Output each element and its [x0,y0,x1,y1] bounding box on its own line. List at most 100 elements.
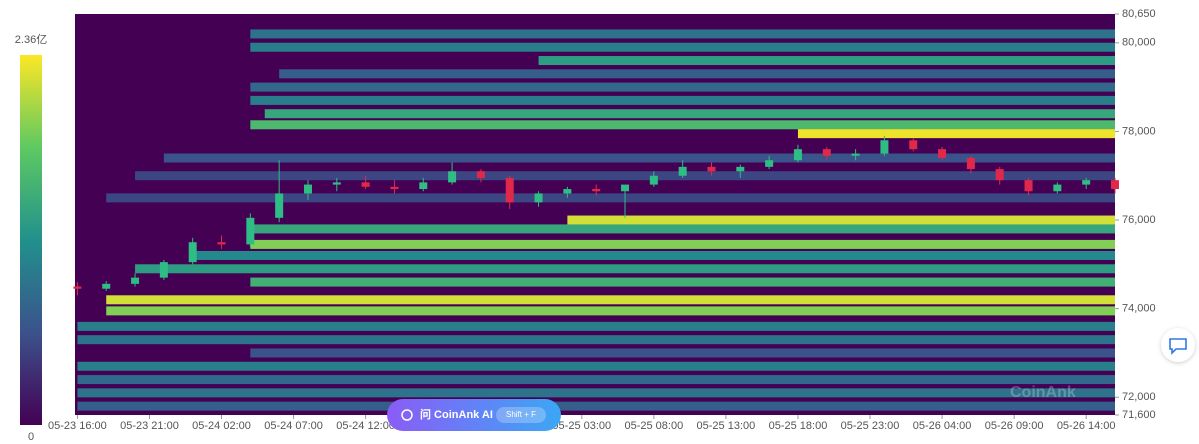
x-tick-label: 05-23 21:00 [120,420,179,432]
candle-body [649,175,658,185]
candle-body [131,277,140,284]
heat-band [567,215,1115,225]
candle-body [736,166,745,172]
candle-body [159,262,168,278]
candles [73,135,1119,296]
x-tick-label: 05-24 07:00 [264,420,323,432]
x-tick-label: 05-24 02:00 [192,420,251,432]
candle-body [1024,180,1033,192]
candle-body [534,193,543,203]
heat-band [135,264,1115,274]
heat-band [77,361,1115,371]
x-tick-label: 05-26 09:00 [985,420,1044,432]
candle-body [938,149,947,159]
candle-body [851,153,860,156]
candle-body [822,149,831,156]
candle-body [390,186,399,190]
y-tick-label: 76,000 [1122,214,1156,226]
heatmap [77,29,1116,411]
heat-band [250,224,1116,234]
chat-button[interactable] [1161,328,1195,362]
candle-body [909,140,918,150]
colorbar [20,55,42,425]
ai-button-bg[interactable] [387,399,561,431]
heat-band [106,295,1116,305]
heat-band [77,401,1115,411]
y-tick-label: 78,000 [1122,125,1156,137]
heat-band [279,69,1115,79]
candle-body [476,171,485,178]
candle-body [966,158,975,170]
heat-band [77,388,1115,398]
candle-body [448,171,457,183]
x-tick-label: 05-25 13:00 [697,420,756,432]
y-tick-label: 71,600 [1122,409,1156,421]
candle-body [765,160,774,167]
y-tick-label: 80,000 [1122,37,1156,49]
shortcut-label: Shift + F [506,410,536,419]
x-tick-label: 05-25 03:00 [552,420,611,432]
x-tick-label: 05-25 08:00 [624,420,683,432]
candle-body [592,189,601,192]
heat-band [77,335,1115,345]
candle-body [303,184,312,194]
colorbar-label: 0 [28,431,34,443]
candle-body [563,189,572,194]
heat-band [250,348,1116,358]
x-tick-label: 05-26 04:00 [913,420,972,432]
chat-button-bg[interactable] [1161,328,1195,362]
x-tick-label: 05-23 16:00 [48,420,107,432]
ai-button[interactable]: 问 CoinAnk AI Shift + F [387,399,561,431]
candle-body [793,149,802,161]
heat-band [250,95,1116,105]
candle-body [1111,180,1119,190]
x-tick-label: 05-26 14:00 [1057,420,1116,432]
candle-body [102,283,111,289]
candle-body [361,182,370,187]
heat-band [250,82,1116,92]
heat-band [250,277,1116,287]
heat-band [250,42,1116,52]
ai-icon [401,409,413,421]
y-tick-label: 74,000 [1122,303,1156,315]
candle-body [419,182,428,190]
heat-band [538,56,1115,66]
heat-band [106,306,1116,316]
y-tick-label: 72,000 [1122,391,1156,403]
heat-band [250,29,1116,39]
candle-body [73,286,82,289]
candle-body [880,140,889,154]
watermark: CoinAnk [1010,384,1076,401]
candle-body [332,182,341,185]
chat-icon [1169,338,1187,355]
x-tick-label: 05-24 12:00 [336,420,395,432]
shortcut-pill [496,407,546,423]
heat-band [264,109,1115,119]
heat-band [77,375,1115,385]
ai-button-label[interactable]: 问 CoinAnk AI [420,407,493,421]
colorbar-label: 2.36亿 [15,33,47,46]
candle-body [505,177,514,203]
heat-band [250,120,1116,130]
candle-body [621,184,630,192]
candle-body [246,217,255,245]
heat-band [250,239,1116,249]
candle-body [707,166,716,172]
heat-band [77,321,1115,331]
y-tick-label: 80,650 [1122,8,1156,20]
x-tick-label: 05-25 23:00 [841,420,900,432]
heat-band [163,153,1116,163]
candle-body [995,169,1004,181]
candle-body [217,242,226,245]
candle-body [275,193,284,218]
x-tick-label: 05-25 18:00 [769,420,828,432]
candle-body [678,166,687,176]
candle-body [1053,184,1062,192]
candle-body [188,242,197,263]
heat-band [192,250,1115,260]
heat-band [135,171,1115,181]
heat-band [106,193,1116,203]
candle-body [1082,180,1091,185]
